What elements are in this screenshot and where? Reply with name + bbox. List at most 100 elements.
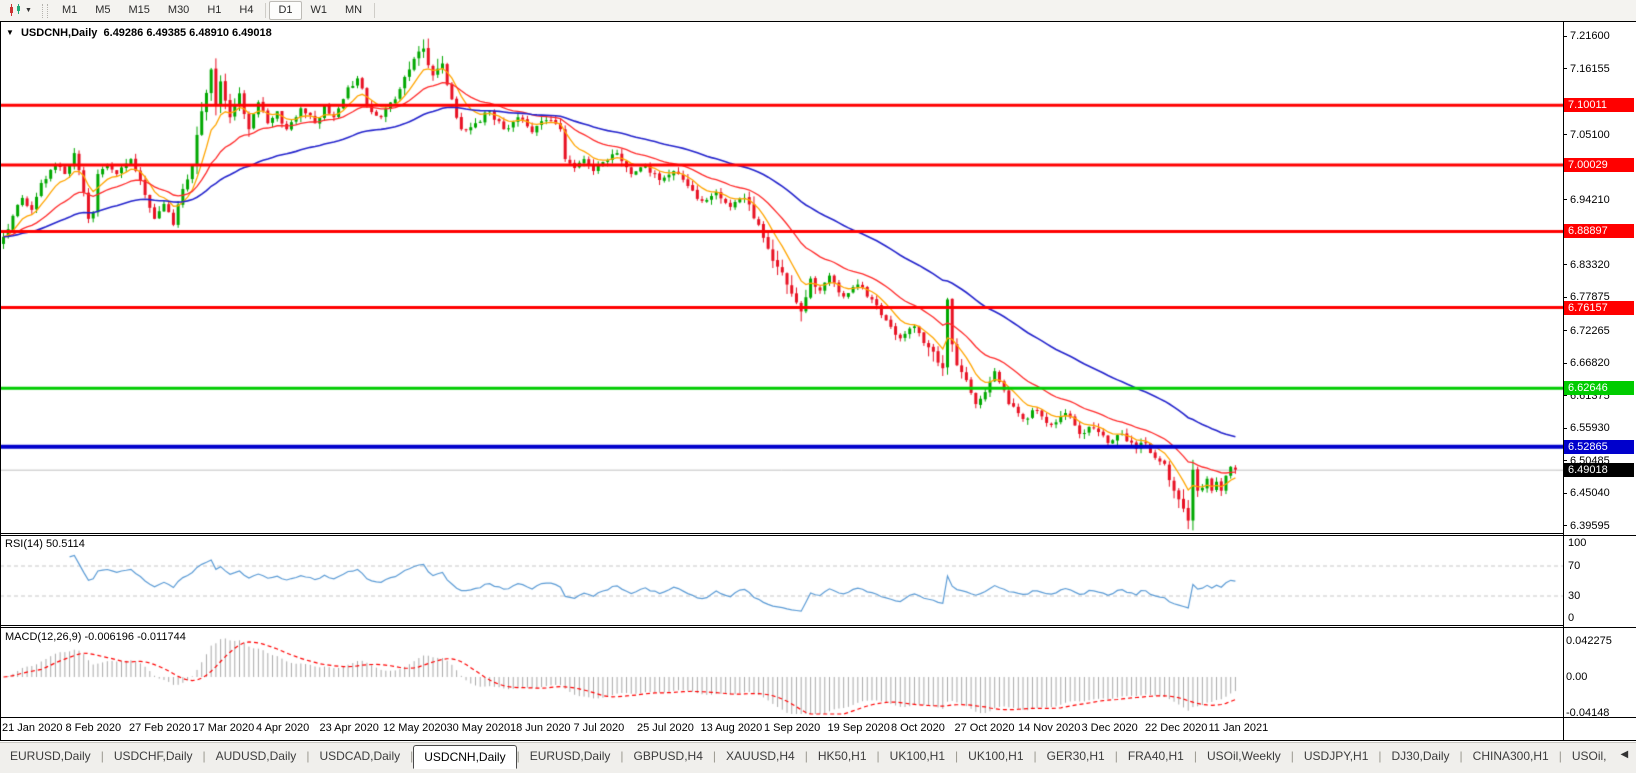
timeframe-button-mn[interactable]: MN — [345, 4, 363, 16]
price-axis-tick — [1563, 199, 1567, 201]
chart-left-border — [0, 22, 1, 741]
date-axis-label: 19 Sep 2020 — [827, 722, 890, 734]
toolbar-grip — [41, 3, 48, 18]
date-axis-label: 14 Nov 2020 — [1018, 722, 1081, 734]
price-axis-tick-label: 7.21600 — [1570, 30, 1610, 42]
chart-tab-usdcnh-daily[interactable]: USDCNH,Daily — [413, 745, 517, 769]
macd-indicator-canvas[interactable] — [0, 628, 1563, 717]
chart-tab-usdjpy-h1[interactable]: USDJPY,H1 — [1303, 749, 1369, 763]
time-axis-separator — [0, 717, 1636, 718]
tab-separator: | — [1558, 749, 1562, 763]
tab-separator: | — [876, 749, 880, 763]
timeframe-button-m30[interactable]: M30 — [167, 4, 190, 16]
tab-separator: | — [1290, 749, 1294, 763]
price-axis-tick — [1563, 264, 1567, 266]
chart-tab-china300-h1[interactable]: CHINA300,H1 — [1472, 749, 1549, 763]
price-axis-tick-label: 6.66820 — [1570, 357, 1610, 370]
chart-tab-usoil-weekly[interactable]: USOil,Weekly — [1206, 749, 1281, 763]
timeframe-button-m1[interactable]: M1 — [61, 4, 78, 16]
hline-price-label: 6.52865 — [1564, 439, 1634, 454]
chart-tab-audusd-daily[interactable]: AUDUSD,Daily — [215, 749, 297, 763]
tab-scroll-left-icon[interactable]: ◀ — [1620, 749, 1629, 760]
date-axis-label: 21 Jan 2020 — [2, 722, 63, 734]
tab-separator: | — [100, 749, 104, 763]
price-axis-tick — [1563, 68, 1567, 70]
timeframe-button-m5[interactable]: M5 — [95, 4, 111, 16]
date-axis-label: 17 Mar 2020 — [192, 722, 255, 734]
rsi-name: RSI(14) — [5, 538, 43, 550]
toolbar-separator — [374, 3, 376, 18]
panel-separator[interactable] — [0, 533, 1563, 534]
current-price-label: 6.49018 — [1564, 462, 1634, 477]
hline-price-label: 6.76157 — [1564, 300, 1634, 315]
date-axis-label: 7 Jul 2020 — [573, 722, 625, 734]
chart-tab-eurusd-daily[interactable]: EURUSD,Daily — [529, 749, 611, 763]
chart-tab-usdchf-daily[interactable]: USDCHF,Daily — [113, 749, 193, 763]
chart-tab-fra40-h1[interactable]: FRA40,H1 — [1127, 749, 1184, 763]
price-axis-tick-label: 6.83320 — [1570, 258, 1610, 271]
chart-tab-eurusd-daily[interactable]: EURUSD,Daily — [10, 749, 91, 763]
rsi-axis-label: 70 — [1568, 559, 1581, 572]
tab-separator: | — [1033, 749, 1037, 763]
hline-price-label: 7.00029 — [1564, 157, 1634, 172]
timeframe-button-w1[interactable]: W1 — [310, 4, 328, 16]
date-axis-label: 1 Sep 2020 — [764, 722, 821, 734]
date-axis-label: 27 Oct 2020 — [954, 722, 1015, 734]
macd-axis-label: 0.042275 — [1566, 634, 1612, 647]
tab-separator: | — [306, 749, 310, 763]
tab-separator: | — [620, 749, 624, 763]
tab-separator: | — [955, 749, 959, 763]
macd-axis-label: -0.04148 — [1566, 706, 1610, 719]
date-axis-label: 25 Jul 2020 — [637, 722, 694, 734]
tab-separator: | — [410, 749, 414, 763]
timeframe-button-d1[interactable]: D1 — [269, 1, 302, 20]
chart-tab-uk100-h1[interactable]: UK100,H1 — [889, 749, 946, 763]
chart-tab-hk50-h1[interactable]: HK50,H1 — [817, 749, 867, 763]
timeframe-button-h4[interactable]: H4 — [239, 4, 254, 16]
chart-tab-ger30-h1[interactable]: GER30,H1 — [1046, 749, 1105, 763]
price-axis-tick-label: 6.94210 — [1570, 193, 1610, 206]
macd-axis-label: 0.00 — [1566, 671, 1588, 683]
date-axis-label: 23 Apr 2020 — [319, 722, 379, 734]
chart-tab-gbpusd-h4[interactable]: GBPUSD,H4 — [633, 749, 703, 763]
hline-price-label: 7.10011 — [1564, 98, 1634, 113]
date-axis-label: 12 May 2020 — [383, 722, 447, 734]
chart-tab-usdcad-daily[interactable]: USDCAD,Daily — [319, 749, 401, 763]
rsi-axis-label: 0 — [1568, 612, 1575, 624]
timeframe-button-h1[interactable]: H1 — [207, 4, 222, 16]
chart-tab-xauusd-h4[interactable]: XAUUSD,H4 — [726, 749, 795, 763]
tab-separator: | — [1378, 749, 1382, 763]
date-axis-label: 27 Feb 2020 — [129, 722, 191, 734]
price-axis-tick — [1563, 427, 1567, 429]
tab-separator: | — [516, 749, 520, 763]
chart-type-button[interactable]: ▼ — [5, 3, 35, 18]
top-toolbar: ▼ M1 M5 M15 M30 H1 H4 D1 W1 MN — [0, 0, 1636, 22]
panel-separator[interactable] — [0, 535, 1636, 536]
price-axis-tick — [1563, 134, 1567, 136]
chart-tab-usoil-[interactable]: USOil, — [1571, 749, 1607, 763]
panel-separator[interactable] — [0, 625, 1563, 626]
rsi-axis-label: 30 — [1568, 589, 1581, 602]
rsi-value: 50.5114 — [45, 538, 85, 550]
panel-separator[interactable] — [0, 627, 1636, 628]
chart-tab-dj30-daily[interactable]: DJ30,Daily — [1391, 749, 1450, 763]
hline-price-label: 6.88897 — [1564, 224, 1634, 239]
date-axis-label: 30 May 2020 — [446, 722, 511, 734]
macd-values: -0.006196 -0.011744 — [84, 631, 186, 643]
rsi-indicator-canvas[interactable] — [0, 536, 1563, 625]
date-axis-label: 13 Aug 2020 — [700, 722, 763, 734]
price-axis-tick — [1563, 362, 1567, 364]
tab-separator: | — [1193, 749, 1197, 763]
tab-separator: | — [712, 749, 717, 763]
date-axis-label: 8 Oct 2020 — [891, 722, 945, 734]
main-chart-canvas[interactable] — [0, 22, 1563, 533]
date-axis-label: 11 Jan 2021 — [1208, 722, 1269, 734]
tab-separator: | — [1114, 749, 1118, 763]
candlestick-chart-icon — [10, 4, 20, 16]
price-axis-tick — [1563, 296, 1567, 298]
chart-tab-uk100-h1[interactable]: UK100,H1 — [968, 749, 1024, 763]
tab-separator: | — [202, 749, 206, 763]
price-axis-tick — [1563, 35, 1567, 37]
macd-label: MACD(12,26,9) -0.006196 -0.011744 — [5, 631, 186, 643]
timeframe-button-m15[interactable]: M15 — [128, 4, 150, 16]
